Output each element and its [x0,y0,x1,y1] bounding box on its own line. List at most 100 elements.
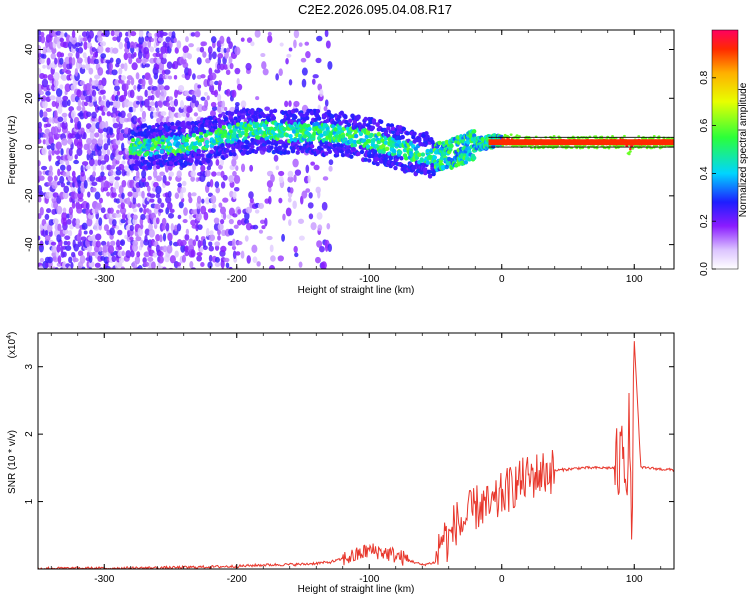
heatmap-noise-cell [121,250,125,257]
heatmap-noise-cell [217,235,221,241]
heatmap-noise-cell [213,89,219,98]
spectrogram-plot-frame [37,29,675,270]
heatmap-noise-cell [293,100,300,108]
heatmap-noise-cell [118,41,123,50]
heatmap-ridge-cell [332,143,337,148]
heatmap-noise-cell [70,35,77,45]
heatmap-noise-cell [94,118,99,123]
heatmap-noise-cell [141,176,147,183]
heatmap-noise-cell [75,218,81,226]
heatmap-ridge-cell [275,136,280,142]
heatmap-ridge-cell [349,139,354,144]
heatmap-ridge-cell [347,134,353,139]
heatmap-noise-cell [59,84,64,90]
heatmap-ridge-cell [390,129,396,135]
heatmap-ridge-cell [221,125,226,130]
heatmap-ridge-cell [463,160,469,165]
heatmap-noise-cell [235,165,239,172]
heatmap-ridge-cell [237,116,242,122]
heatmap-ridge-cell [184,138,189,143]
heatmap-noise-cell [115,57,121,65]
heatmap-noise-cell [151,261,156,269]
heatmap-noise-cell [45,107,52,113]
heatmap-noise-cell [234,67,241,75]
heatmap-noise-cell [57,255,62,264]
heatmap-ridge-cell [231,137,236,142]
heatmap-noise-cell [99,120,106,130]
heatmap-noise-cell [105,47,111,53]
heatmap-noise-cell [123,52,129,61]
heatmap-noise-cell [61,99,69,108]
heatmap-ridge-cell [147,125,153,130]
heatmap-ridge-cell [133,132,138,137]
heatmap-noise-cell [125,217,129,226]
heatmap-noise-cell [71,251,76,258]
heatmap-noise-cell [312,74,319,79]
heatmap-noise-cell [118,132,125,141]
heatmap-ridge-cell [449,143,454,149]
spectrogram-x-tick-label: -100 [359,274,379,285]
heatmap-ridge-cell [376,131,381,137]
colorbar-tick-label: 0.4 [699,166,710,180]
heatmap-noise-cell [130,31,137,37]
heatmap-ridge-cell [425,148,430,154]
heatmap-noise-cell [144,63,150,68]
heatmap-noise-cell [196,255,203,262]
heatmap-ridge-cell [155,145,161,151]
heatmap-noise-cell [55,95,62,103]
heatmap-noise-cell [42,95,47,102]
heatmap-ridge-cell [309,144,315,149]
heatmap-noise-cell [210,195,217,204]
heatmap-noise-cell [155,193,161,199]
heatmap-ridge-cell [349,154,354,159]
heatmap-noise-cell [256,261,261,267]
heatmap-noise-cell [77,99,82,107]
heatmap-noise-cell [81,64,86,70]
heatmap-noise-cell [228,266,233,269]
heatmap-ridge-cell [212,139,217,144]
heatmap-noise-cell [188,238,194,247]
heatmap-ridge-cell [223,116,229,122]
heatmap-noise-cell [93,58,100,65]
snr-y-tick-label: 3 [24,363,35,369]
heatmap-noise-cell [48,136,54,145]
heatmap-noise-cell [67,99,71,107]
heatmap-noise-cell [298,235,305,241]
heatmap-ridge-cell [386,126,391,131]
heatmap-noise-cell [104,153,110,163]
heatmap-noise-cell [240,37,245,42]
heatmap-ridge-cell [373,149,378,154]
heatmap-noise-cell [48,191,53,199]
heatmap-noise-cell [161,217,167,226]
heatmap-noise-cell [217,80,222,87]
heatmap-noise-cell [91,122,97,130]
heatmap-noise-cell [301,67,308,76]
heatmap-noise-cell [147,175,152,181]
heatmap-noise-cell [81,222,88,230]
heatmap-noise-cell [285,207,292,217]
heatmap-noise-cell [123,89,128,97]
heatmap-noise-cell [150,106,155,112]
heatmap-noise-cell [55,30,62,36]
heatmap-noise-cell [210,72,217,81]
heatmap-noise-cell [165,222,170,232]
heatmap-noise-cell [78,35,82,44]
heatmap-noise-cell [147,256,154,262]
heatmap-noise-cell [97,45,104,54]
heatmap-noise-cell [178,201,184,209]
heatmap-noise-cell [202,51,207,58]
heatmap-noise-cell [298,261,303,268]
heatmap-noise-cell [42,74,48,79]
heatmap-ridge-cell [524,144,527,148]
heatmap-noise-cell [162,232,167,242]
heatmap-noise-cell [65,245,72,251]
heatmap-noise-cell [152,252,158,258]
heatmap-ridge-cell [405,131,410,136]
heatmap-noise-cell [208,254,213,262]
heatmap-noise-cell [179,191,184,200]
snr-y-tick-label: 1 [24,498,35,504]
heatmap-noise-cell [103,106,108,112]
heatmap-noise-cell [156,175,163,182]
heatmap-noise-cell [185,228,190,235]
heatmap-noise-cell [104,120,109,129]
